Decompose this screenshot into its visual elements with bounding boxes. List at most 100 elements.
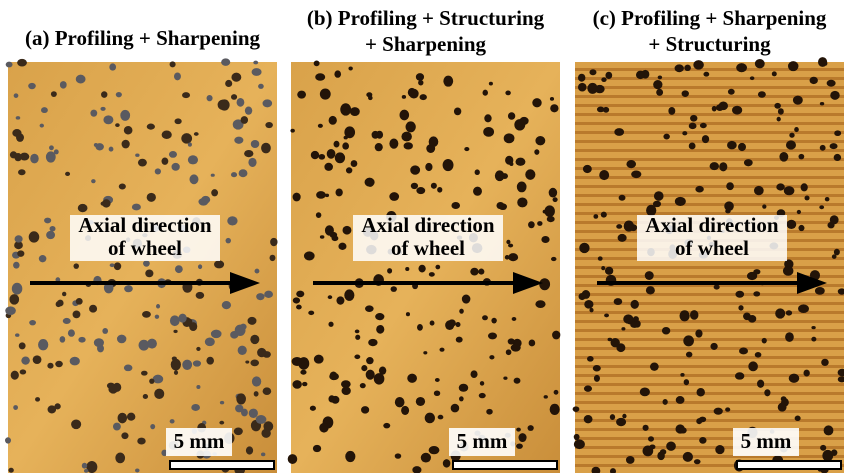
grain bbox=[238, 394, 243, 399]
grain bbox=[387, 268, 392, 274]
grain bbox=[578, 74, 585, 82]
grain bbox=[584, 385, 592, 391]
grain bbox=[417, 324, 423, 331]
grain bbox=[587, 83, 597, 94]
grain bbox=[8, 468, 13, 473]
grain bbox=[169, 151, 177, 158]
grain bbox=[599, 170, 609, 180]
grain bbox=[76, 298, 83, 305]
grain bbox=[409, 89, 419, 99]
grain bbox=[738, 143, 746, 151]
grain bbox=[728, 89, 735, 95]
grain bbox=[137, 438, 145, 445]
grain bbox=[16, 133, 24, 142]
grain bbox=[187, 319, 192, 325]
grain bbox=[368, 96, 373, 101]
grain bbox=[82, 463, 87, 469]
grain bbox=[758, 91, 766, 97]
scale-bar bbox=[737, 461, 841, 469]
grain bbox=[614, 128, 624, 136]
grain bbox=[172, 357, 177, 361]
grain bbox=[772, 71, 777, 76]
grain bbox=[405, 267, 409, 271]
grain bbox=[798, 154, 804, 160]
grain bbox=[815, 287, 825, 295]
grain bbox=[605, 267, 613, 275]
grain bbox=[483, 127, 494, 137]
grain bbox=[222, 301, 231, 309]
grain bbox=[694, 459, 701, 464]
grain bbox=[573, 406, 580, 412]
grain bbox=[341, 380, 351, 388]
grain bbox=[344, 136, 348, 140]
grain bbox=[261, 453, 265, 457]
grain bbox=[319, 154, 326, 160]
grain bbox=[221, 58, 230, 66]
micrograph bbox=[575, 62, 844, 473]
grain bbox=[420, 94, 427, 100]
grain bbox=[416, 73, 424, 81]
grain bbox=[511, 344, 521, 352]
grain bbox=[820, 145, 826, 151]
grain bbox=[719, 162, 727, 171]
grain bbox=[30, 154, 38, 164]
grain bbox=[188, 155, 198, 164]
grain bbox=[830, 143, 838, 149]
grain bbox=[525, 169, 535, 180]
grain bbox=[155, 315, 159, 319]
panel-title: + Structuring bbox=[648, 32, 771, 56]
grain bbox=[416, 397, 425, 406]
grain bbox=[653, 201, 661, 207]
grain bbox=[753, 291, 760, 296]
grain bbox=[256, 293, 264, 300]
grain bbox=[439, 348, 444, 352]
grain bbox=[62, 292, 66, 296]
grain bbox=[834, 249, 840, 256]
grain bbox=[20, 369, 27, 374]
grain bbox=[244, 150, 253, 157]
grain bbox=[646, 286, 655, 294]
grain bbox=[60, 81, 67, 88]
grain bbox=[51, 91, 57, 97]
grain bbox=[710, 343, 717, 350]
grain bbox=[188, 143, 192, 147]
grain bbox=[78, 204, 88, 212]
grain bbox=[115, 453, 125, 464]
grain bbox=[495, 170, 505, 181]
grain bbox=[297, 91, 306, 99]
grain bbox=[121, 432, 128, 439]
grain bbox=[318, 124, 323, 128]
grain bbox=[544, 395, 548, 399]
arrow-label: Axial direction bbox=[78, 213, 212, 237]
grain bbox=[395, 453, 402, 458]
grain bbox=[421, 453, 431, 463]
grain bbox=[785, 332, 794, 342]
grain bbox=[754, 186, 764, 195]
grain bbox=[246, 446, 253, 454]
grain bbox=[584, 415, 593, 423]
grain bbox=[162, 131, 172, 139]
grain bbox=[68, 329, 75, 336]
grain bbox=[127, 413, 135, 421]
grain bbox=[49, 145, 54, 150]
grain bbox=[423, 351, 427, 354]
grain bbox=[290, 129, 294, 133]
grain bbox=[686, 352, 693, 358]
grain bbox=[619, 195, 626, 201]
grain bbox=[170, 315, 180, 326]
grain bbox=[335, 152, 345, 163]
grain bbox=[263, 99, 273, 107]
grain bbox=[9, 294, 19, 305]
grain bbox=[589, 69, 596, 75]
grain bbox=[320, 88, 331, 99]
grain bbox=[695, 186, 703, 193]
grain bbox=[443, 159, 454, 171]
grain bbox=[143, 394, 148, 399]
grain bbox=[431, 183, 437, 189]
grain bbox=[252, 376, 261, 386]
grain bbox=[757, 380, 764, 388]
grain bbox=[406, 312, 410, 316]
grain bbox=[73, 263, 78, 269]
grain bbox=[196, 292, 205, 299]
grain bbox=[198, 264, 202, 269]
